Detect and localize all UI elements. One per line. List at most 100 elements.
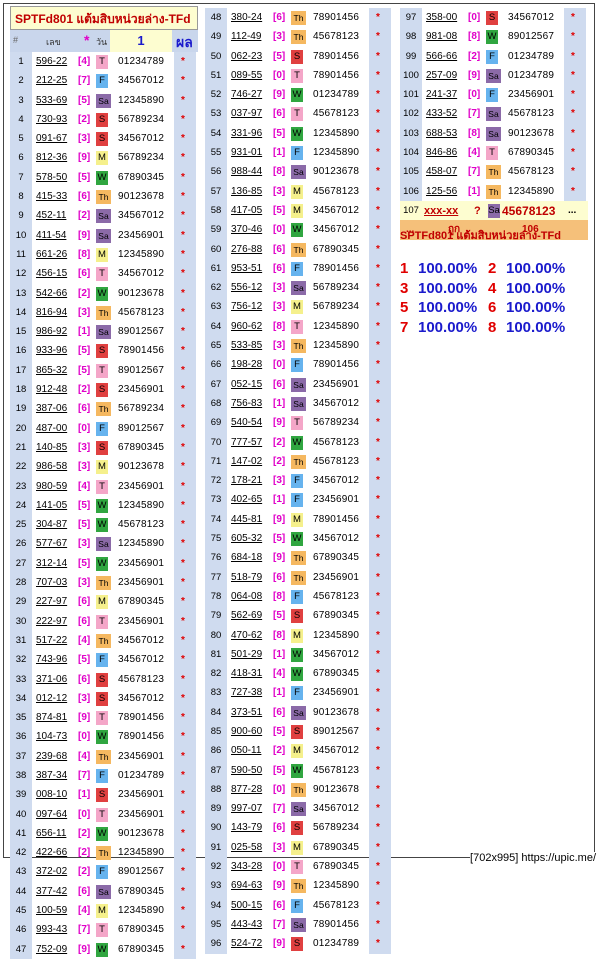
table-title-bar: SPTFd801 แต้มสิบหน่วยล่าง-TFd — [10, 6, 198, 30]
day-badge: Sa — [96, 537, 111, 552]
row-digits: 12345890 — [118, 905, 165, 917]
row-code: 136-85 — [231, 185, 263, 197]
row-star: * — [376, 648, 380, 660]
row-result-bg — [174, 302, 196, 323]
row-code: 986-58 — [36, 461, 68, 473]
day-badge: Sa — [291, 165, 306, 180]
row-digits: 56789234 — [313, 822, 360, 834]
day-badge: W — [291, 126, 303, 141]
result-value: 100.00% — [418, 299, 478, 316]
row-result-bg — [564, 181, 586, 201]
row-code: 540-54 — [231, 417, 263, 429]
row-star: * — [181, 519, 185, 531]
row-star: * — [181, 943, 185, 955]
row-code: 104-73 — [36, 731, 68, 743]
result-value: 100.00% — [506, 260, 566, 277]
row-number-bg — [10, 418, 32, 438]
table-row: 88 877-28 [0] Th 90123678 * — [205, 779, 393, 800]
row-star: * — [181, 808, 185, 820]
row-digits: 89012567 — [118, 364, 165, 376]
day-badge: W — [96, 730, 108, 745]
table-row: 22 986-58 [3] M 90123678 * — [10, 457, 198, 477]
row-number-bg — [10, 765, 32, 786]
row-position: [7] — [468, 166, 481, 178]
day-badge: T — [96, 363, 108, 378]
row-star: * — [376, 668, 380, 680]
table-row: 99 566-66 [2] F 01234789 * — [400, 46, 588, 66]
row-position: [0] — [78, 808, 91, 820]
row-code: 931-01 — [231, 147, 263, 159]
day-badge: M — [291, 628, 303, 643]
row-number-bg — [10, 109, 32, 130]
table-row: 94 500-15 [6] F 45678123 * — [205, 895, 393, 915]
row-index: 86 — [210, 745, 222, 757]
row-star: * — [181, 924, 185, 936]
row-code: 562-69 — [231, 610, 263, 622]
day-badge: T — [291, 416, 303, 431]
row-index: 65 — [210, 340, 222, 352]
subheader-num: 1 — [110, 30, 172, 52]
row-code: 445-81 — [231, 513, 263, 525]
row-number-bg — [10, 650, 32, 670]
table-row: 8 415-33 [6] Th 90123678 * — [10, 187, 198, 207]
row-result-bg — [174, 862, 196, 882]
row-number-bg — [205, 181, 227, 201]
row-position: [1] — [273, 687, 286, 699]
row-position: [0] — [468, 89, 481, 101]
row-digits: 78901456 — [313, 50, 360, 62]
row-position: [5] — [78, 364, 91, 376]
day-badge: S — [291, 49, 303, 64]
row-code: 756-83 — [231, 397, 263, 409]
row-star: * — [181, 577, 185, 589]
day-badge: W — [291, 223, 303, 238]
row-digits: 23456901 — [118, 577, 165, 589]
row-position: [3] — [273, 340, 286, 352]
row-star: * — [181, 133, 185, 145]
table-rows-1: 1 596-22 [4] T 01234789 * 2 212-25 [7] F 34567012 *… — [10, 52, 198, 959]
row-number-bg — [205, 27, 227, 47]
row-number-bg — [10, 52, 32, 72]
result-value: 100.00% — [418, 260, 478, 277]
row-number-bg — [10, 129, 32, 149]
row-star: * — [376, 166, 380, 178]
row-result-bg — [369, 162, 391, 182]
row-result-bg — [369, 760, 391, 780]
day-badge: Sa — [291, 705, 306, 720]
row-index: 81 — [210, 648, 222, 660]
row-number-bg — [205, 239, 227, 259]
row-star: * — [181, 538, 185, 550]
row-position: [5] — [78, 519, 91, 531]
day-badge: S — [96, 383, 108, 398]
subheader-day: วัน — [96, 37, 108, 47]
row-index: 67 — [210, 378, 222, 390]
row-number-bg — [10, 264, 32, 284]
row-position: [5] — [273, 533, 286, 545]
row-result-bg — [174, 920, 196, 940]
row-result-bg — [369, 8, 391, 28]
row-digits: 12345890 — [313, 320, 360, 332]
day-badge: Th — [291, 30, 306, 45]
row-position: [1] — [273, 397, 286, 409]
row-number-bg — [205, 779, 227, 800]
row-code: 141-05 — [36, 499, 68, 511]
row-index: 56 — [210, 166, 222, 178]
row-position: [3] — [78, 538, 91, 550]
row-number-bg — [205, 258, 227, 279]
row-result-bg — [369, 258, 391, 279]
day-badge: Th — [96, 749, 111, 764]
day-badge: F — [291, 493, 303, 508]
table-row: 51 089-55 [0] T 78901456 * — [205, 65, 393, 86]
row-result-bg — [564, 46, 586, 66]
row-result-bg — [174, 476, 196, 496]
row-digits: 12345890 — [118, 248, 165, 260]
row-result-bg — [174, 823, 196, 844]
row-code: 688-53 — [426, 127, 458, 139]
row-star: * — [376, 262, 380, 274]
summary-label: ถูก — [448, 224, 461, 236]
row-index: 72 — [210, 475, 222, 487]
row-digits: 78901456 — [118, 731, 165, 743]
table-row: 74 445-81 [9] M 78901456 * — [205, 509, 393, 530]
row-index: 93 — [210, 880, 222, 892]
table-row: 44 377-42 [6] Sa 67890345 * — [10, 881, 198, 902]
row-result-bg — [369, 876, 391, 896]
